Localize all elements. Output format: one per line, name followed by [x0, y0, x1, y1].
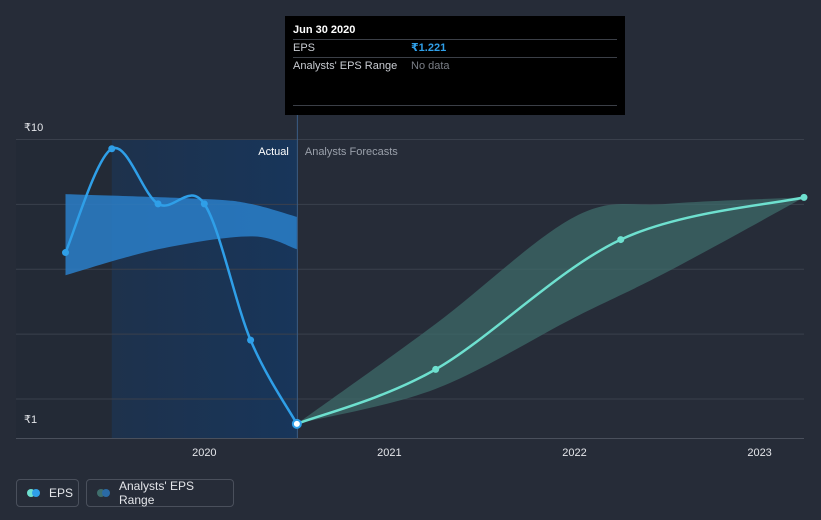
past-region-bg — [16, 139, 112, 438]
actual-region-label: Actual — [258, 146, 289, 158]
eps-tooltip: Jun 30 2020 EPS ₹1.221 Analysts' EPS Ran… — [285, 16, 625, 115]
x-tick-label: 2023 — [747, 447, 771, 459]
eps-highlight-point — [291, 418, 302, 429]
eps-forecast-point — [432, 365, 440, 373]
y-tick-label: ₹10 — [24, 122, 43, 134]
eps-range-forecast-area — [296, 197, 804, 424]
tooltip-range-value: No data — [411, 60, 450, 72]
eps-actual-point — [247, 336, 255, 344]
eps-actual-line — [64, 146, 299, 426]
range-legend-icon — [97, 489, 111, 497]
eps-legend-icon — [27, 489, 41, 497]
eps-actual-point — [200, 200, 208, 208]
tooltip-eps-value: ₹1.221 — [411, 42, 447, 54]
eps-forecast-point — [800, 193, 808, 201]
x-tick-label: 2021 — [377, 447, 401, 459]
eps-actual-point — [108, 145, 116, 153]
legend-eps-button[interactable]: EPS — [16, 479, 79, 507]
eps-forecast-point — [617, 236, 625, 244]
tooltip-range-label: Analysts' EPS Range — [293, 60, 398, 72]
legend-range-button[interactable]: Analysts' EPS Range — [86, 479, 234, 507]
tooltip-divider — [293, 105, 617, 106]
y-tick-label: ₹1 — [24, 414, 37, 426]
eps-forecast-line — [295, 196, 806, 426]
tooltip-eps-label: EPS — [293, 42, 316, 54]
x-tick-label: 2020 — [192, 447, 216, 459]
forecast-region-label: Analysts Forecasts — [305, 146, 398, 158]
eps-actual-point — [154, 200, 162, 208]
tooltip-date: Jun 30 2020 — [293, 24, 356, 36]
x-tick-label: 2022 — [562, 447, 586, 459]
actual-region-bg — [111, 139, 297, 438]
eps-range-actual-area — [65, 194, 297, 276]
tooltip-range-row: Analysts' EPS Range No data — [293, 57, 617, 75]
tooltip-eps-row: EPS ₹1.221 — [293, 39, 617, 57]
eps-actual-point — [62, 249, 70, 257]
legend-eps-label: EPS — [49, 486, 74, 500]
legend-range-label: Analysts' EPS Range — [119, 479, 194, 507]
